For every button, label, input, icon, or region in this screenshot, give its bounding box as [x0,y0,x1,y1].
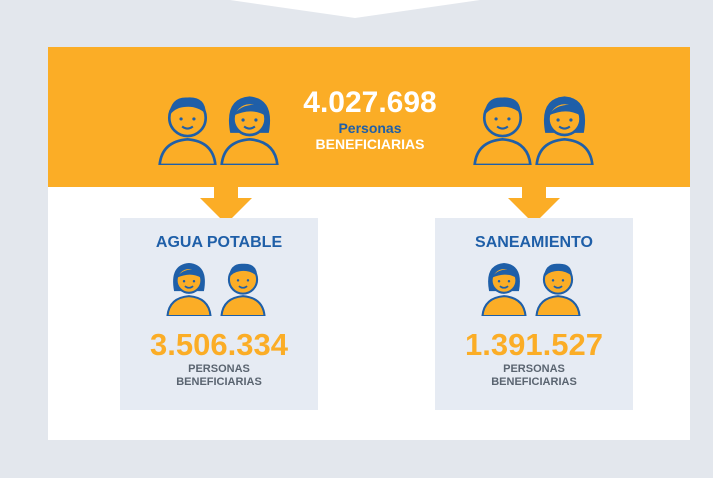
total-label: BENEFICIARIAS [270,136,470,152]
top-notch [230,0,480,18]
people-icon [163,258,273,316]
people-icon [470,90,610,165]
card-value: 1.391.527 [435,327,633,363]
page: {"header": {"total": "4.027.698", "line1… [0,0,713,478]
card-label: PERSONAS [435,363,633,375]
total-value: 4.027.698 [270,88,470,118]
total-label: Personas [270,120,470,136]
card-value: 3.506.334 [120,327,318,363]
card-label: BENEFICIARIAS [435,376,633,388]
card-label: BENEFICIARIAS [120,376,318,388]
people-icon [478,258,588,316]
card-title: SANEAMIENTO [435,234,633,252]
card-title: AGUA POTABLE [120,234,318,252]
card-label: PERSONAS [120,363,318,375]
